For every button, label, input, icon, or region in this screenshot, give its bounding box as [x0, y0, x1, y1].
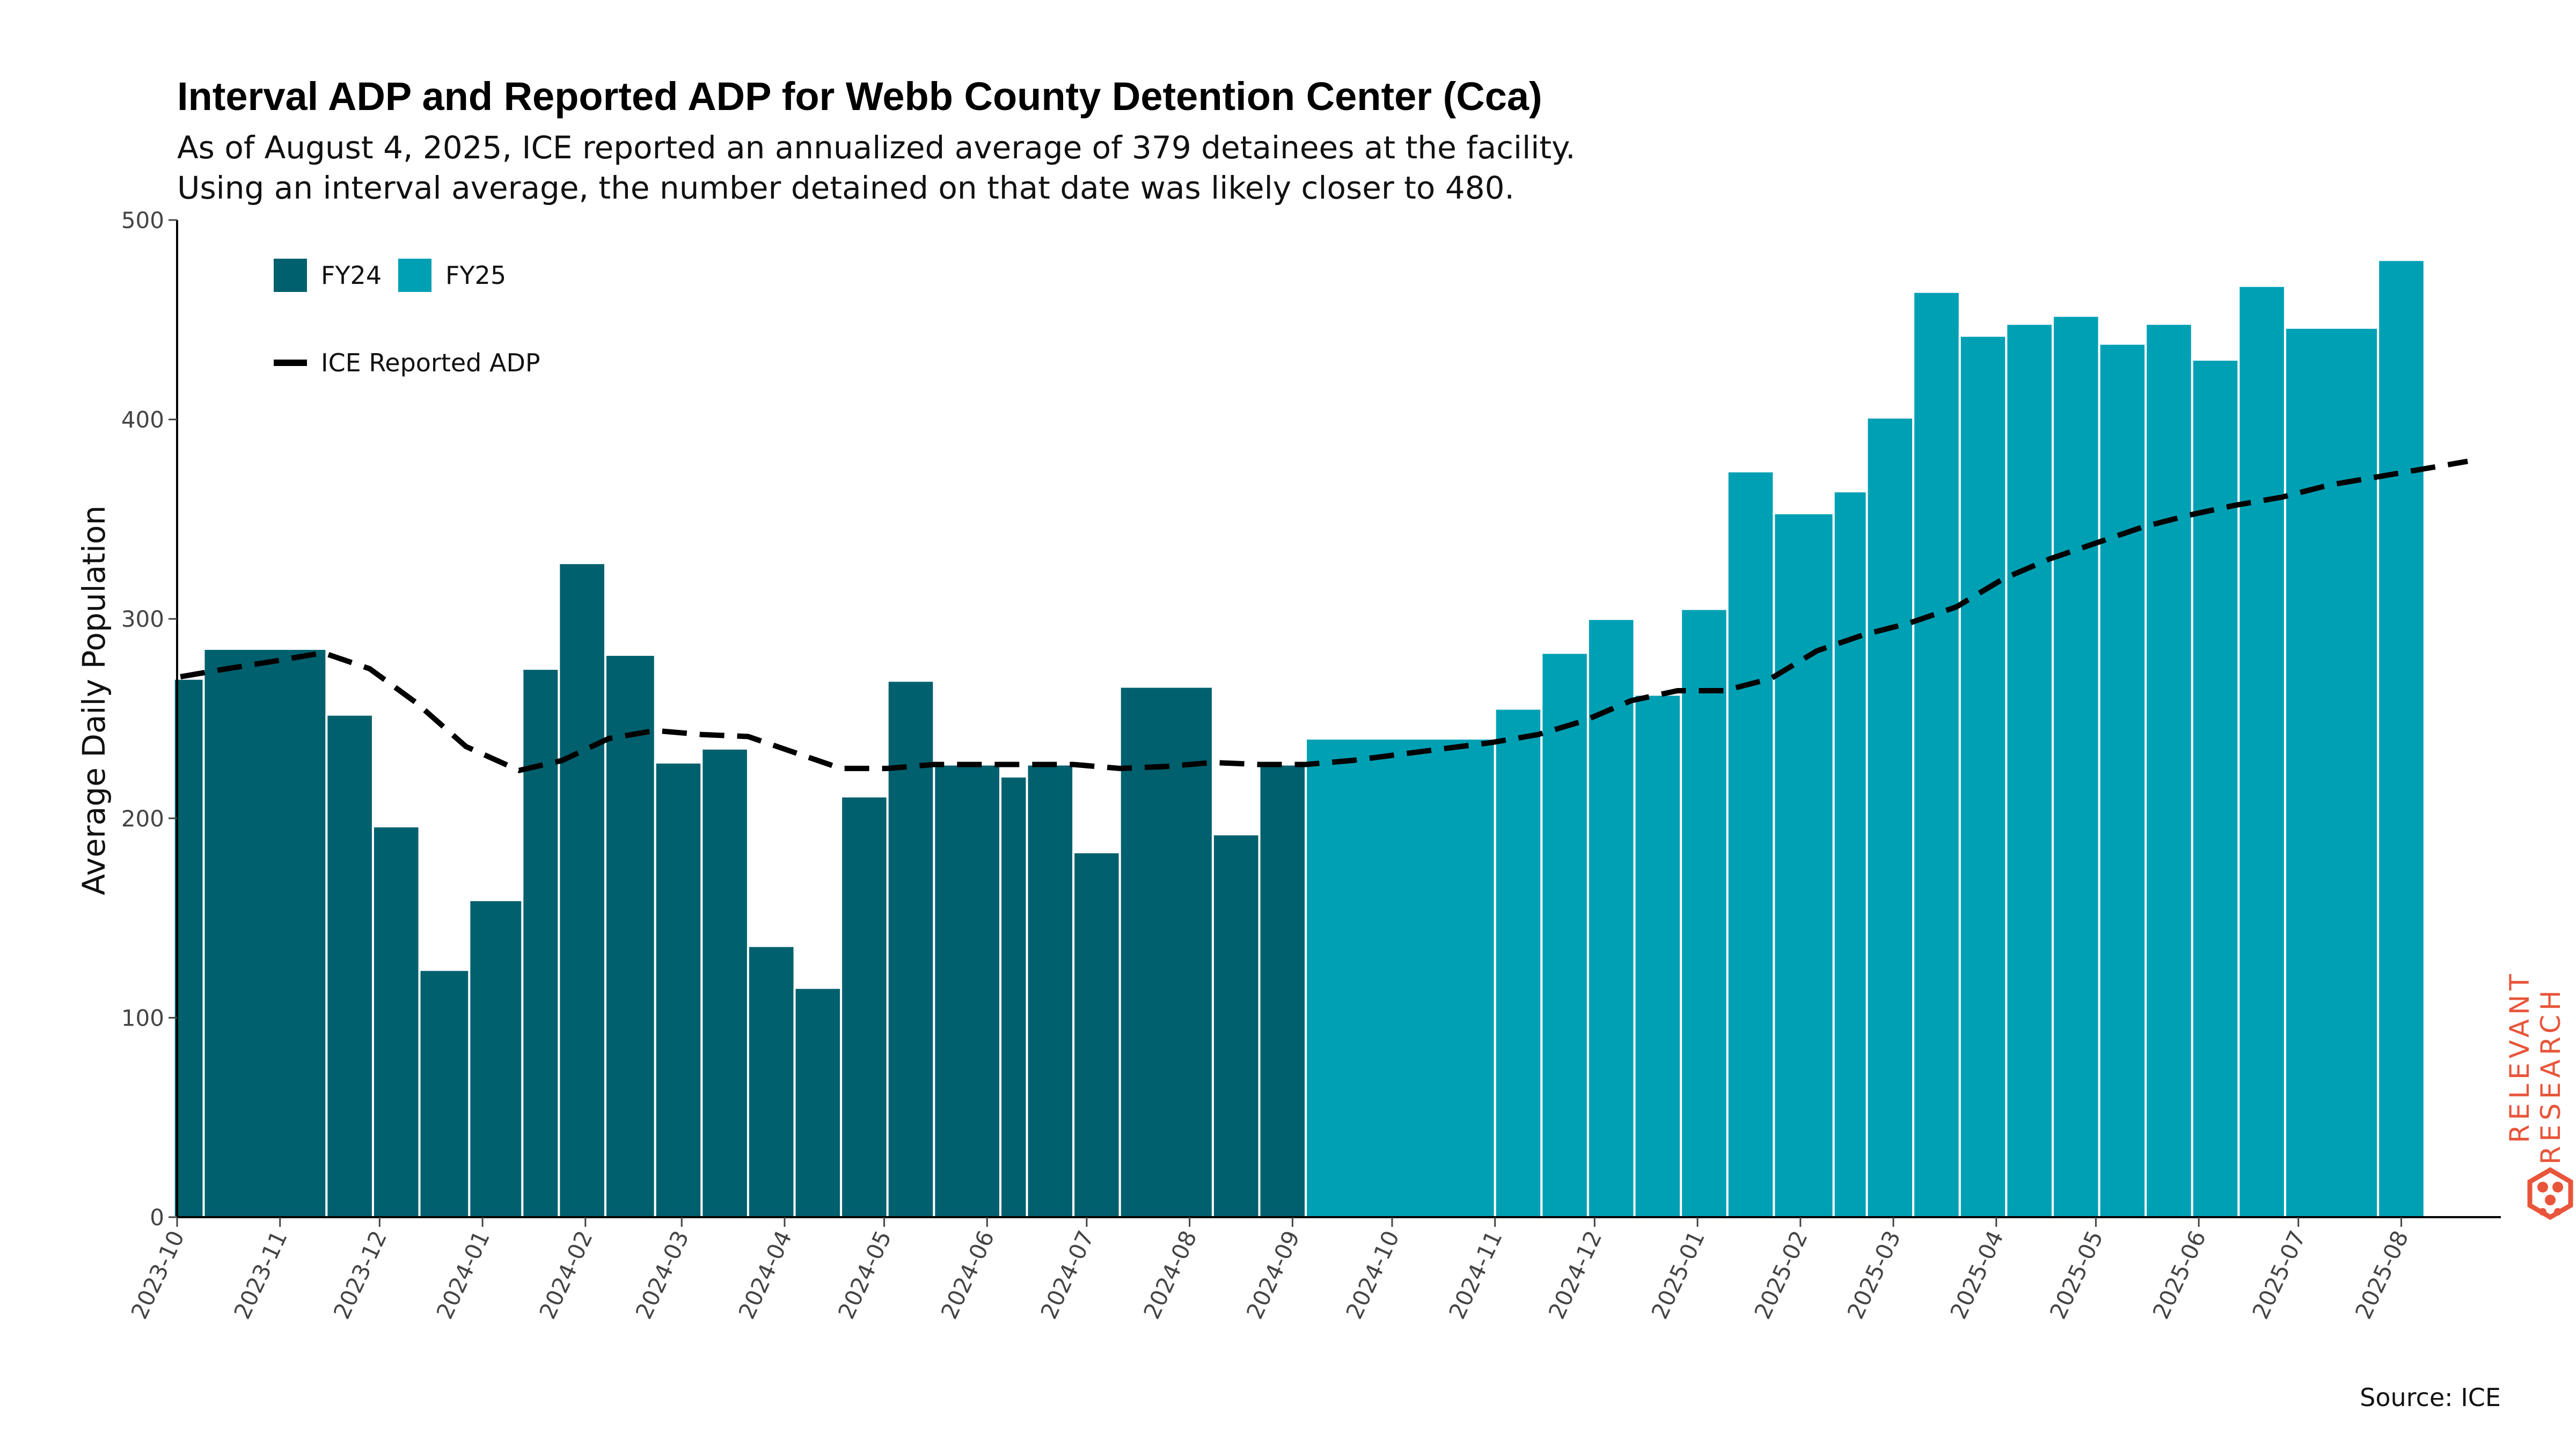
- x-tick-label: 2024-03: [631, 1227, 694, 1323]
- bar-fy24-1: [202, 647, 328, 1218]
- y-ticks-group: 0 100 200 300 400 500: [121, 207, 177, 1231]
- x-ticks-group: 2023-10 2023-11 2023-12 2024-01 2024-02 2024-…: [126, 1217, 2413, 1323]
- relevant-research-logo: RELEVANT RESEARCH: [2504, 970, 2573, 1220]
- bars-group: [172, 259, 2426, 1219]
- x-tick-label: 2024-10: [1341, 1227, 1404, 1323]
- x-tick-label: 2025-05: [2045, 1227, 2109, 1323]
- x-tick-label: 2023-11: [229, 1227, 292, 1323]
- x-tick-label: 2025-08: [2350, 1227, 2414, 1323]
- bar-fy25-28: [1726, 470, 1775, 1219]
- legend: FY24 FY25 ICE Reported ADP: [274, 259, 540, 377]
- bar-fy24-15: [933, 763, 1002, 1218]
- logo-text-line-1: RELEVANT: [2504, 970, 2535, 1143]
- bar-fy25-36: [2098, 342, 2147, 1219]
- source-note: Source: ICE: [2360, 1383, 2501, 1412]
- bar-fy24-20: [1211, 833, 1261, 1218]
- logo-hex-icon: [2527, 1167, 2573, 1220]
- bar-fy24-11: [747, 945, 796, 1219]
- bar-fy24-8: [604, 654, 656, 1218]
- x-tick-label: 2025-01: [1646, 1227, 1710, 1323]
- chart-subtitle-line-1: As of August 4, 2025, ICE reported an an…: [177, 129, 1576, 166]
- legend-label-fy24: FY24: [321, 261, 382, 290]
- chart-subtitle-line-2: Using an interval average, the number de…: [177, 170, 1514, 206]
- bar-fy25-40: [2284, 326, 2380, 1219]
- bar-fy25-24: [1540, 652, 1589, 1218]
- legend-swatch-fy24: [274, 259, 307, 292]
- bar-fy25-23: [1494, 707, 1543, 1219]
- bar-fy25-35: [2051, 314, 2101, 1218]
- bar-fy25-22: [1305, 737, 1496, 1219]
- bar-fy24-18: [1072, 851, 1121, 1219]
- bar-fy24-9: [654, 761, 703, 1218]
- bar-fy25-27: [1680, 608, 1729, 1218]
- y-tick-label: 100: [121, 1005, 164, 1031]
- bar-fy24-6: [521, 668, 560, 1218]
- x-tick-label: 2025-06: [2148, 1227, 2212, 1323]
- y-tick-label: 400: [121, 407, 164, 433]
- bar-fy25-38: [2191, 358, 2240, 1218]
- bar-fy24-5: [468, 899, 524, 1218]
- x-tick-label: 2024-06: [936, 1227, 1000, 1323]
- legend-label-ice-reported-adp: ICE Reported ADP: [321, 348, 540, 377]
- y-axis-label: Average Daily Population: [76, 506, 112, 896]
- x-tick-label: 2025-07: [2247, 1227, 2311, 1323]
- x-tick-label: 2023-10: [126, 1227, 189, 1323]
- x-tick-label: 2024-12: [1543, 1227, 1607, 1323]
- bar-fy24-7: [558, 562, 606, 1218]
- x-tick-label: 2024-09: [1241, 1227, 1305, 1323]
- bar-fy24-19: [1118, 685, 1214, 1218]
- bar-fy25-26: [1633, 693, 1682, 1218]
- y-tick-label: 500: [121, 207, 164, 233]
- x-tick-label: 2024-01: [431, 1227, 495, 1323]
- bar-fy24-17: [1026, 763, 1075, 1218]
- bar-fy24-10: [700, 747, 749, 1218]
- chart-title: Interval ADP and Reported ADP for Webb C…: [177, 74, 1542, 119]
- legend-swatch-fy25: [398, 259, 431, 292]
- x-tick-label: 2024-02: [534, 1227, 598, 1323]
- bar-fy25-31: [1865, 416, 1915, 1218]
- bar-fy24-0: [172, 677, 205, 1219]
- bar-fy24-21: [1258, 763, 1307, 1218]
- bar-fy24-16: [999, 775, 1028, 1219]
- y-tick-label: 300: [121, 606, 164, 632]
- bar-fy25-34: [2005, 323, 2054, 1218]
- y-tick-label: 200: [121, 806, 164, 832]
- bar-fy24-2: [325, 713, 374, 1218]
- y-tick-label: 0: [150, 1204, 164, 1231]
- bar-fy24-3: [371, 825, 421, 1218]
- logo-text-line-2: RESEARCH: [2535, 986, 2566, 1165]
- x-tick-label: 2025-03: [1842, 1227, 1906, 1323]
- x-tick-label: 2024-04: [733, 1227, 797, 1323]
- bar-fy24-4: [418, 969, 471, 1218]
- bar-fy25-32: [1912, 290, 1961, 1218]
- line-layer: [180, 458, 2468, 773]
- ice-reported-adp-line: [180, 458, 2468, 773]
- legend-label-fy25: FY25: [445, 261, 506, 290]
- x-tick-label: 2025-04: [1945, 1227, 2009, 1323]
- bar-fy25-41: [2377, 259, 2426, 1219]
- bar-fy25-39: [2237, 284, 2286, 1218]
- bar-fy24-13: [840, 795, 889, 1218]
- bar-fy24-12: [793, 986, 843, 1219]
- bar-fy25-29: [1773, 512, 1835, 1219]
- bar-fy24-14: [886, 679, 935, 1218]
- x-tick-label: 2024-08: [1138, 1227, 1202, 1323]
- bar-fy25-30: [1832, 490, 1868, 1218]
- x-tick-label: 2024-11: [1444, 1227, 1507, 1323]
- bar-fy25-37: [2145, 323, 2193, 1218]
- x-tick-label: 2023-12: [328, 1227, 392, 1323]
- x-tick-label: 2024-05: [833, 1227, 897, 1323]
- x-tick-label: 2025-02: [1749, 1227, 1813, 1323]
- bar-fy25-33: [1958, 334, 2008, 1219]
- x-tick-label: 2024-07: [1035, 1227, 1099, 1323]
- axes-group: [176, 220, 2501, 1218]
